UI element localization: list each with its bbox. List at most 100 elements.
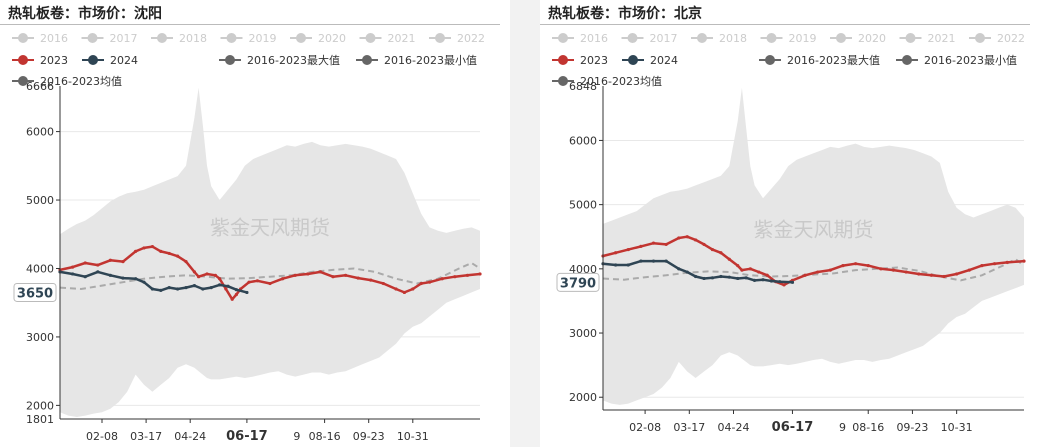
data-point [213, 273, 217, 277]
data-point [904, 270, 908, 274]
data-point [757, 270, 761, 274]
legend-marker[interactable] [902, 55, 912, 65]
data-point [159, 249, 163, 253]
legend-item-avg[interactable]: 2016-2023均值 [40, 75, 122, 88]
data-point [664, 259, 668, 263]
data-point [727, 257, 731, 261]
legend-marker[interactable] [296, 33, 306, 43]
x-tick-label: 08-16 [852, 421, 884, 434]
data-point [184, 286, 188, 290]
legend-item-2016-2023最小值[interactable]: 2016-2023最小值 [384, 54, 477, 67]
data-point [761, 278, 765, 282]
data-point [677, 236, 681, 240]
legend-item-2016-2023最大值[interactable]: 2016-2023最大值 [787, 53, 880, 67]
data-point [428, 280, 432, 284]
panel-divider [510, 0, 540, 447]
legend-marker[interactable] [88, 55, 98, 65]
data-point [108, 258, 112, 262]
y-max-label: 6666 [26, 80, 54, 93]
data-point [230, 297, 234, 301]
data-point [980, 264, 984, 268]
legend-marker[interactable] [628, 55, 638, 65]
y-tick-label: 6000 [569, 134, 597, 147]
legend-item-2020[interactable]: 2020 [318, 32, 346, 45]
data-point [744, 276, 748, 280]
legend-marker[interactable] [157, 33, 167, 43]
data-point [677, 267, 681, 271]
chart-svg: 2016 2017 2018 2019 2020 2021 2022 2023 2024 2016… [552, 32, 1026, 435]
legend-marker[interactable] [558, 33, 568, 43]
data-point [790, 280, 795, 284]
data-point [167, 286, 171, 290]
legend-marker[interactable] [365, 33, 376, 43]
data-point [197, 275, 201, 279]
min-max-band [603, 87, 1024, 405]
legend-marker[interactable] [627, 33, 638, 43]
legend-item-2016-2023最小值[interactable]: 2016-2023最小值 [924, 54, 1017, 67]
legend-marker[interactable] [765, 55, 775, 65]
y-max-label: 6848 [569, 80, 597, 93]
chart-svg: 2016 2017 2018 2019 2020 2021 2022 2023 2024 2016… [12, 32, 485, 444]
legend-item-avg[interactable]: 2016-2023均值 [580, 75, 662, 88]
legend-item-2024[interactable]: 2024 [650, 54, 678, 67]
data-point [992, 262, 997, 266]
legend-marker[interactable] [18, 33, 28, 43]
legend-marker[interactable] [766, 33, 777, 43]
legend-item-2022[interactable]: 2022 [457, 32, 485, 45]
legend-marker[interactable] [87, 33, 98, 43]
legend-marker[interactable] [18, 55, 28, 65]
legend-item-2021[interactable]: 2021 [388, 32, 416, 45]
data-point [740, 268, 744, 272]
series-line-avg [602, 258, 1025, 282]
legend-marker[interactable] [558, 76, 568, 86]
legend-item-2017[interactable]: 2017 [650, 32, 678, 45]
legend-marker[interactable] [697, 33, 707, 43]
watermark: 紫金天风期货 [754, 218, 874, 242]
data-point [694, 274, 698, 279]
data-point [226, 284, 230, 288]
data-point [167, 251, 171, 256]
data-point [685, 270, 689, 274]
legend-item-2016[interactable]: 2016 [580, 32, 608, 45]
data-point [121, 260, 125, 264]
x-tick-label: 04-24 [174, 430, 206, 443]
legend-item-2024[interactable]: 2024 [110, 54, 138, 67]
legend-marker[interactable] [362, 55, 372, 65]
legend-marker[interactable] [435, 33, 445, 43]
x-tick-label: 03-17 [673, 421, 705, 434]
legend-item-2021[interactable]: 2021 [928, 32, 956, 45]
legend-item-2019[interactable]: 2019 [249, 32, 277, 45]
legend-item-2016[interactable]: 2016 [40, 32, 68, 45]
data-point [736, 276, 740, 281]
legend-marker[interactable] [558, 55, 568, 65]
legend-item-2022[interactable]: 2022 [997, 32, 1025, 45]
legend-item-2019[interactable]: 2019 [789, 32, 817, 45]
x-tick-label: 09-23 [353, 430, 385, 443]
x-tick-label: 10-31 [941, 421, 973, 434]
data-point [752, 278, 757, 282]
legend-marker[interactable] [975, 33, 985, 43]
legend-item-2018[interactable]: 2018 [719, 32, 747, 45]
data-point [281, 277, 285, 281]
data-point [369, 278, 373, 282]
legend-marker[interactable] [226, 33, 237, 43]
legend-item-2023[interactable]: 2023 [580, 54, 608, 67]
data-point [727, 275, 731, 279]
legend-marker[interactable] [18, 76, 28, 86]
y-tick-label: 4000 [569, 263, 597, 276]
data-point [694, 238, 698, 242]
legend-marker[interactable] [225, 55, 235, 65]
chart-title: 热轧板卷：市场价：北京 [548, 6, 702, 22]
data-point [816, 270, 820, 274]
legend-marker[interactable] [836, 33, 846, 43]
legend-item-2018[interactable]: 2018 [179, 32, 207, 45]
data-point [651, 259, 656, 263]
data-point [344, 273, 348, 277]
x-tick-label: 03-17 [130, 430, 162, 443]
legend-marker[interactable] [905, 33, 916, 43]
legend-item-2016-2023最大值[interactable]: 2016-2023最大值 [247, 53, 340, 67]
legend-item-2023[interactable]: 2023 [40, 54, 68, 67]
legend-item-2020[interactable]: 2020 [858, 32, 886, 45]
legend-item-2017[interactable]: 2017 [110, 32, 138, 45]
x-tick-label: 06-17 [772, 420, 814, 435]
